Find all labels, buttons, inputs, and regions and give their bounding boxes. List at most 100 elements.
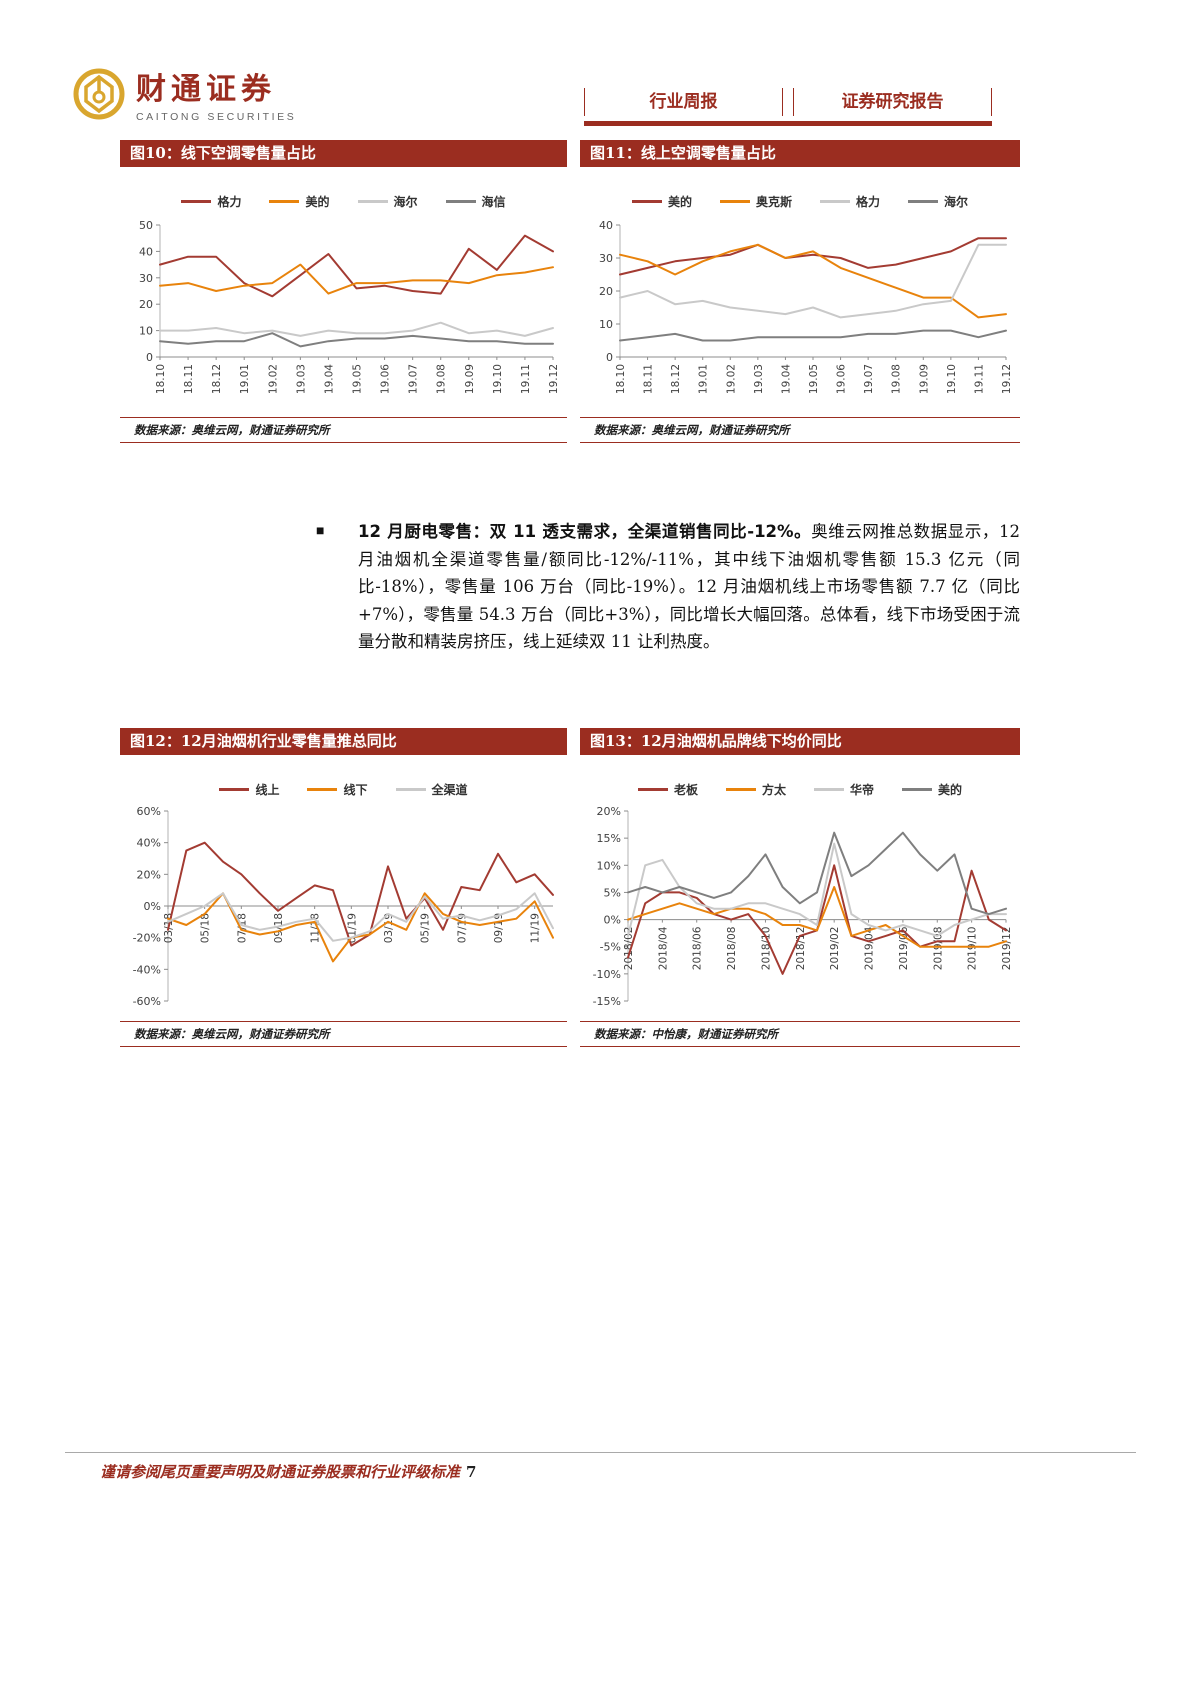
header-tabs: 行业周报 证券研究报告 [584, 88, 992, 126]
svg-text:19.10: 19.10 [492, 364, 504, 394]
svg-text:19.09: 19.09 [464, 364, 476, 394]
svg-text:0%: 0% [144, 900, 161, 913]
svg-text:20%: 20% [597, 805, 621, 818]
summary-paragraph: ■ 12 月厨电零售：双 11 透支需求，全渠道销售同比-12%。奥维云网推总数… [314, 518, 1020, 656]
svg-text:10: 10 [599, 318, 613, 331]
chart-title-fig10: 图10：线下空调零售量占比 [120, 140, 567, 167]
chart-title-fig12: 图12：12月油烟机行业零售量推总同比 [120, 728, 567, 755]
chart-title-fig11: 图11：线上空调零售量占比 [580, 140, 1020, 167]
svg-text:19.01: 19.01 [239, 364, 251, 394]
svg-text:19.12: 19.12 [1001, 364, 1013, 394]
svg-text:-60%: -60% [133, 995, 161, 1008]
legend-item-线上: 线上 [219, 781, 279, 797]
svg-text:2019/04: 2019/04 [864, 926, 876, 970]
svg-text:-10%: -10% [593, 968, 621, 981]
legend-swatch [725, 787, 756, 791]
svg-text:20: 20 [599, 285, 613, 298]
legend-label: 格力 [856, 194, 881, 209]
svg-text:40: 40 [139, 245, 153, 258]
legend-item-奥克斯: 奥克斯 [719, 193, 792, 209]
svg-text:60%: 60% [137, 805, 161, 818]
svg-text:15%: 15% [597, 832, 621, 845]
svg-text:40: 40 [599, 219, 613, 232]
svg-text:19.01: 19.01 [698, 364, 710, 394]
footer-divider [65, 1452, 1136, 1453]
legend-swatch [307, 787, 338, 791]
svg-text:2018/06: 2018/06 [692, 926, 704, 970]
svg-text:40%: 40% [137, 837, 161, 850]
svg-text:10%: 10% [597, 859, 621, 872]
legend-label: 美的 [305, 194, 330, 209]
svg-text:19.03: 19.03 [753, 364, 765, 394]
svg-text:50: 50 [139, 219, 153, 232]
svg-text:18.12: 18.12 [670, 364, 682, 394]
brand-name-cn: 财通证券 [136, 72, 276, 107]
legend-swatch [181, 199, 212, 203]
chart-legend-fig10: 格力 美的 海尔 海信 [120, 193, 567, 209]
legend-swatch [814, 787, 844, 791]
svg-text:19.02: 19.02 [725, 364, 737, 394]
legend-label: 美的 [938, 782, 963, 797]
svg-text:19.03: 19.03 [295, 364, 307, 394]
legend-swatch [219, 787, 250, 791]
svg-text:0: 0 [146, 351, 153, 364]
legend-swatch [445, 199, 476, 203]
footer-disclaimer-text: 谨请参阅尾页重要声明及财通证券股票和行业评级标准 [100, 1463, 461, 1481]
legend-item-老板: 老板 [637, 781, 698, 797]
tab-research-report: 证券研究报告 [793, 88, 992, 116]
chart-source-fig11: 数据来源：奥维云网，财通证券研究所 [580, 417, 1020, 443]
legend-label: 海尔 [944, 194, 969, 209]
legend-item-方太: 方太 [725, 781, 786, 797]
line-chart-fig10: 0 10 20 30 40 50 18.10 18.11 18.12 19.01 19.02 19.0… [139, 219, 560, 394]
footer-disclaimer: 谨请参阅尾页重要声明及财通证券股票和行业评级标准 7 [100, 1461, 476, 1482]
legend-swatch [395, 787, 426, 791]
svg-text:18.10: 18.10 [155, 364, 167, 394]
legend-item-格力: 格力 [181, 193, 241, 209]
brand-name-en: CAITONG SECURITIES [136, 111, 297, 123]
svg-text:-5%: -5% [600, 941, 621, 954]
bullet-text: 12 月厨电零售：双 11 透支需求，全渠道销售同比-12%。奥维云网推总数据显… [358, 518, 1020, 656]
legend-item-海尔: 海尔 [908, 193, 968, 209]
legend-label: 全渠道 [431, 782, 468, 797]
svg-text:19.05: 19.05 [352, 364, 364, 394]
chart-box-fig13: 图13：12月油烟机品牌线下均价同比 老板 方太 华帝 美的 20% 15% 10% 5% 0… [580, 728, 1020, 1047]
legend-item-格力: 格力 [820, 193, 880, 209]
svg-text:0%: 0% [604, 914, 621, 927]
chart-box-fig10: 图10：线下空调零售量占比 格力 美的 海尔 海信 0 10 20 30 40 50 18.10 1… [120, 140, 567, 443]
brand-text: 财通证券 CAITONG SECURITIES [136, 64, 296, 123]
legend-item-海信: 海信 [445, 193, 506, 209]
svg-text:30: 30 [599, 252, 613, 265]
svg-text:10: 10 [139, 325, 153, 338]
chart-legend-fig11: 美的 奥克斯 格力 海尔 [580, 193, 1020, 209]
bullet-marker: ■ [316, 522, 325, 538]
svg-text:09/19: 09/19 [493, 913, 505, 943]
svg-text:19.10: 19.10 [946, 364, 958, 394]
legend-label: 美的 [667, 194, 692, 209]
chart-source-fig13: 数据来源：中怡康，财通证券研究所 [580, 1021, 1020, 1047]
legend-swatch [820, 199, 850, 203]
legend-label: 格力 [217, 194, 242, 209]
chart-legend-fig13: 老板 方太 华帝 美的 [580, 781, 1020, 797]
svg-text:19.09: 19.09 [918, 364, 930, 394]
legend-swatch [357, 199, 388, 203]
svg-text:19.04: 19.04 [780, 364, 792, 394]
svg-text:2018/12: 2018/12 [795, 927, 807, 971]
line-chart-fig13: 20% 15% 10% 5% 0% -5% -10% -15% 2018/02 2018/04 20… [593, 805, 1013, 1008]
bullet-body: 奥维云网推总数据显示，12 月油烟机全渠道零售量/额同比-12%/-11%，其中… [358, 522, 1021, 651]
svg-text:2018/10: 2018/10 [760, 927, 772, 971]
chart-box-fig12: 图12：12月油烟机行业零售量推总同比 线上 线下 全渠道 60% 40% 20% 0% -… [120, 728, 567, 1047]
svg-text:2019/10: 2019/10 [967, 927, 979, 971]
legend-label: 海尔 [393, 194, 418, 209]
legend-label: 华帝 [850, 782, 875, 797]
svg-text:19.11: 19.11 [973, 364, 985, 394]
legend-swatch [719, 199, 750, 203]
svg-text:-40%: -40% [133, 963, 161, 976]
legend-item-全渠道: 全渠道 [395, 781, 468, 797]
svg-text:05/19: 05/19 [420, 913, 432, 943]
svg-text:-20%: -20% [133, 932, 161, 945]
svg-text:19.06: 19.06 [836, 364, 848, 394]
legend-item-海尔: 海尔 [357, 193, 418, 209]
legend-item-美的: 美的 [269, 193, 330, 209]
svg-text:19.12: 19.12 [548, 364, 560, 394]
